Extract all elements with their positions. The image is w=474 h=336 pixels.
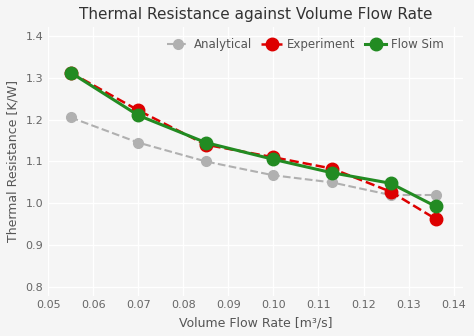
Flow Sim xyxy=(203,140,209,144)
Line: Analytical: Analytical xyxy=(66,113,440,200)
Line: Flow Sim: Flow Sim xyxy=(64,66,442,213)
X-axis label: Volume Flow Rate [m³/s]: Volume Flow Rate [m³/s] xyxy=(179,316,332,329)
Analytical xyxy=(388,193,393,197)
Flow Sim xyxy=(271,157,276,161)
Experiment xyxy=(203,143,209,147)
Experiment xyxy=(68,71,73,75)
Title: Thermal Resistance against Volume Flow Rate: Thermal Resistance against Volume Flow R… xyxy=(79,7,432,22)
Experiment xyxy=(388,190,393,194)
Legend: Analytical, Experiment, Flow Sim: Analytical, Experiment, Flow Sim xyxy=(163,33,448,56)
Experiment xyxy=(136,108,141,112)
Line: Experiment: Experiment xyxy=(64,66,442,225)
Analytical xyxy=(136,140,141,144)
Flow Sim xyxy=(136,113,141,117)
Experiment xyxy=(433,217,438,221)
Flow Sim xyxy=(388,181,393,185)
Experiment xyxy=(271,155,276,159)
Y-axis label: Thermal Resistance [K/W]: Thermal Resistance [K/W] xyxy=(7,80,20,243)
Analytical xyxy=(203,160,209,164)
Analytical xyxy=(271,173,276,177)
Experiment xyxy=(329,167,335,171)
Analytical xyxy=(433,193,438,197)
Flow Sim xyxy=(329,171,335,175)
Analytical xyxy=(68,115,73,119)
Flow Sim xyxy=(433,204,438,208)
Flow Sim xyxy=(68,71,73,75)
Analytical xyxy=(329,180,335,184)
